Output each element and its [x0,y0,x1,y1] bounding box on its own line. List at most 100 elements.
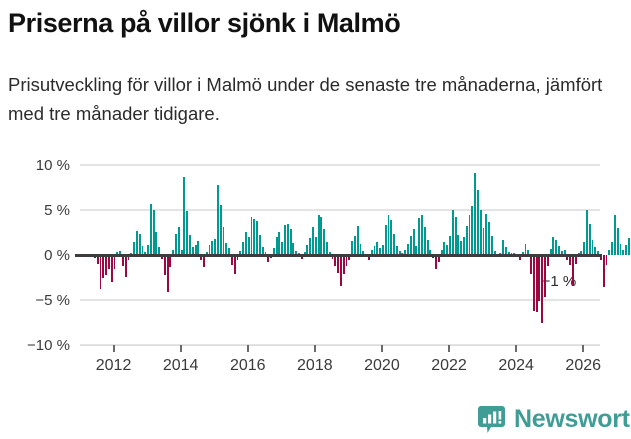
bar [566,255,569,261]
bar [191,246,194,255]
bar [286,223,289,255]
bar [521,252,524,255]
bar [183,176,186,255]
bar [454,217,457,255]
bar [102,255,105,279]
plot-area [75,164,631,346]
y-axis-tick-label: −10 % [27,337,70,354]
bar [303,252,306,255]
bar [169,255,172,267]
bar [166,255,169,292]
bar [502,239,505,255]
bar [281,241,284,255]
bar [186,210,189,255]
bar [572,255,574,286]
x-axis-tick-label: 2016 [229,357,266,374]
value-annotation: −1 % [541,273,577,290]
bar [622,249,625,255]
bar [205,252,208,255]
bar [264,252,267,255]
bar [272,247,275,255]
bar [230,255,233,265]
bar [258,235,261,255]
bar [261,246,264,255]
bar [110,255,113,282]
bar [599,255,602,260]
bar [359,244,362,255]
bar [284,225,286,255]
bar [507,252,510,255]
bar [222,227,225,255]
bar [446,245,449,255]
bar [96,255,99,264]
bar [474,173,477,255]
bar [105,255,108,275]
bar [323,228,326,255]
bar [116,252,119,255]
bar [225,243,228,255]
bar [552,237,555,255]
gridline [80,209,600,211]
x-axis-tick-label: 2026 [565,357,602,374]
bar [605,255,608,265]
bar [239,251,242,255]
bar [278,231,281,255]
bar [155,231,158,255]
bar [493,251,496,255]
bar [345,255,348,266]
bar [409,236,412,255]
bar [353,236,356,255]
bar [616,228,619,255]
page-subtitle: Prisutveckling för villor i Malmö under … [8,74,603,124]
bar [535,255,538,312]
bar [398,251,401,255]
y-axis-tick-label: 5 % [44,202,70,219]
bar-chart: 10 % 5 % 0 % −5 % −10 % 2012 2014 2016 2018 2020… [0,155,631,390]
logo-wordmark: Newsworthy [514,404,631,433]
bar [208,245,211,255]
bar-chart-speech-bubble-icon [478,405,505,433]
zero-line [75,254,602,257]
x-axis-tick [112,345,115,352]
bar [242,241,245,255]
bar [348,255,351,260]
bar [275,237,278,255]
bar [613,215,616,255]
bar [619,244,622,255]
bar [334,255,337,266]
bar [602,255,605,288]
y-axis-labels: 10 % 5 % 0 % −5 % −10 % [0,158,70,353]
bar [289,228,292,255]
bar [253,219,256,255]
bar [158,246,161,255]
bar [485,213,488,255]
y-axis-tick-label: 10 % [35,157,70,174]
bar [244,231,247,255]
bar [440,249,443,255]
bar [435,255,437,269]
bar [197,240,200,255]
x-axis-tick [582,345,585,352]
bar [177,227,180,255]
bar [147,245,149,255]
bar [203,255,205,267]
x-axis-tick-label: 2018 [297,357,333,374]
bar [320,217,323,255]
bar [490,236,493,255]
bar [141,246,144,255]
bar [228,247,231,255]
bar [524,244,527,255]
gridline [80,164,600,166]
x-axis: 2012 2014 2016 2018 2020 2022 2024 2026 [80,345,601,385]
bar [479,210,482,255]
x-axis-tick-label: 2012 [95,357,132,374]
x-axis-tick-label: 2022 [431,357,467,374]
bar [216,184,219,255]
bar [107,255,110,270]
x-axis-tick-label: 2014 [162,357,199,374]
bar [362,251,365,255]
bar [588,223,591,255]
bar [574,255,577,264]
bar [317,215,320,255]
bar [267,255,270,263]
